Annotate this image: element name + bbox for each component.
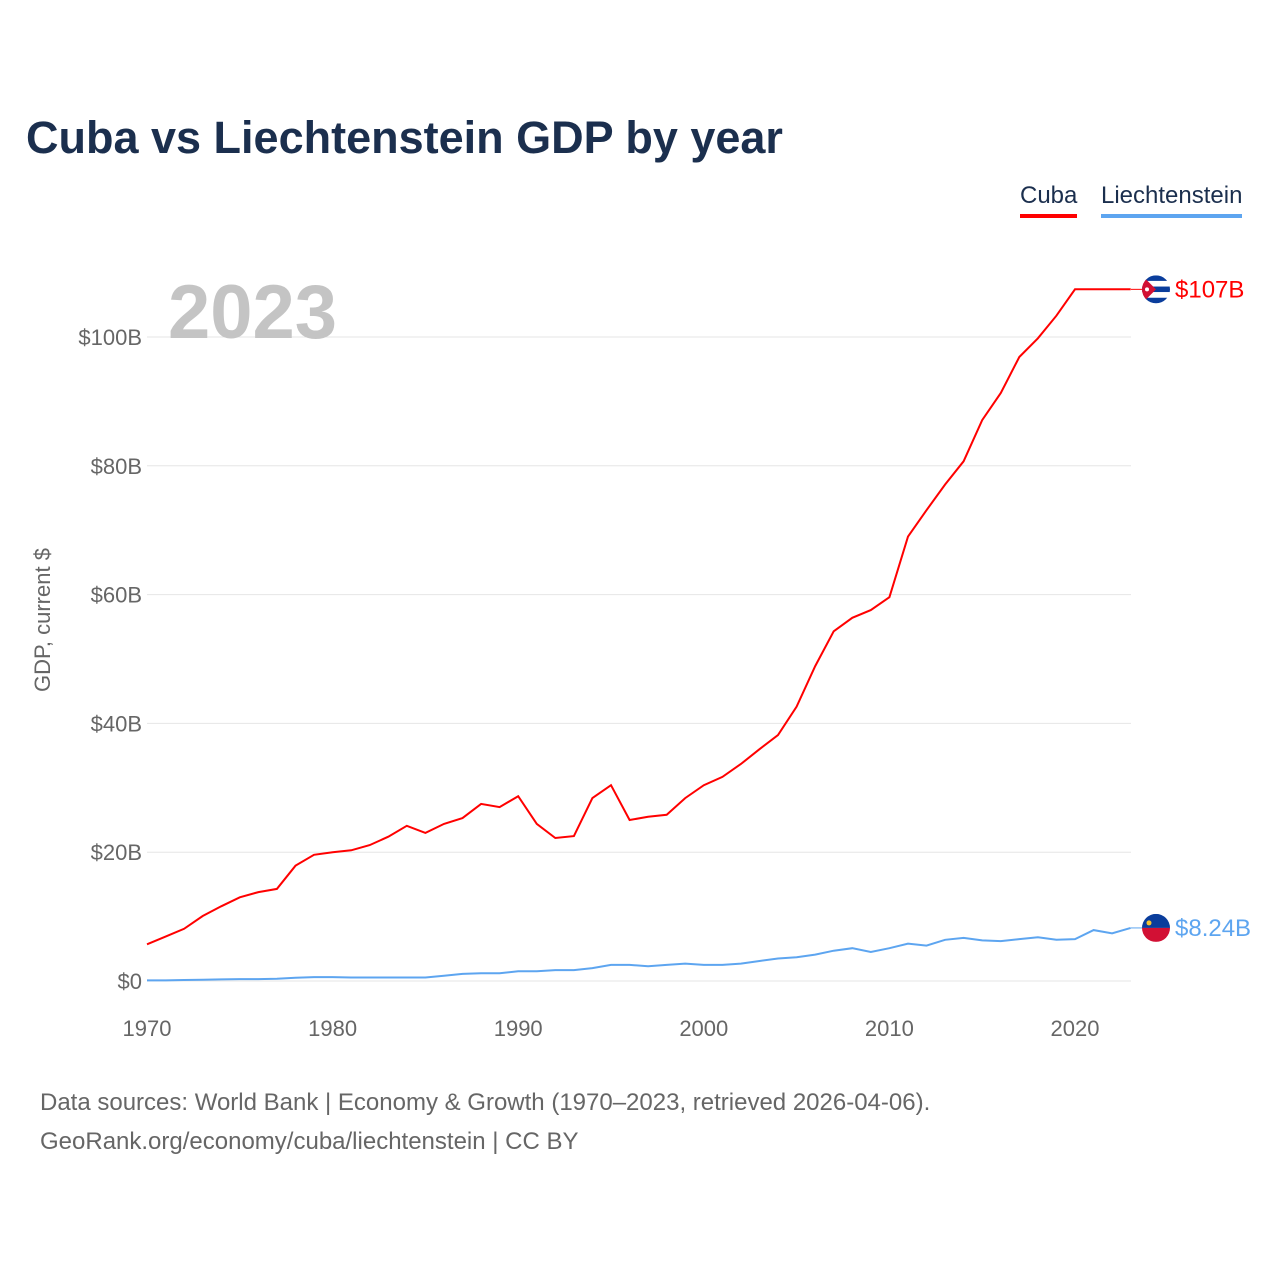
legend-item-liechtenstein[interactable]: Liechtenstein (1101, 182, 1243, 218)
chart-title: Cuba vs Liechtenstein GDP by year (26, 112, 783, 163)
liechtenstein-flag-icon (1142, 913, 1170, 942)
x-tick-label: 2000 (679, 1016, 728, 1041)
series-line-liechtenstein (147, 926, 1131, 982)
y-tick-label: $20B (91, 840, 142, 865)
x-tick-label: 2010 (865, 1016, 914, 1041)
x-tick-label: 2020 (1051, 1016, 1100, 1041)
year-label: 2023 (168, 270, 337, 355)
legend-item-cuba[interactable]: Cuba (1020, 182, 1078, 218)
y-axis-label: GDP, current $ (30, 548, 55, 692)
x-tick-label: 1980 (308, 1016, 357, 1041)
x-tick-label: 1990 (494, 1016, 543, 1041)
data-sources: Data sources: World Bank | Economy & Gro… (40, 1089, 931, 1116)
x-tick-label: 1970 (123, 1016, 172, 1041)
y-tick-label: $60B (91, 583, 142, 608)
y-tick-label: $0 (118, 969, 142, 994)
footer: Data sources: World Bank | Economy & Gro… (40, 1083, 930, 1161)
series-line-cuba (146, 288, 1131, 946)
y-tick-label: $100B (78, 325, 142, 350)
y-tick-label: $80B (91, 454, 142, 479)
cuba-flag-icon (1142, 275, 1170, 304)
y-tick-label: $40B (91, 711, 142, 736)
end-value-label: $8.24B (1175, 915, 1251, 942)
end-value-label: $107B (1175, 276, 1244, 303)
source-link[interactable]: GeoRank.org/economy/cuba/liechtenstein |… (40, 1128, 579, 1155)
